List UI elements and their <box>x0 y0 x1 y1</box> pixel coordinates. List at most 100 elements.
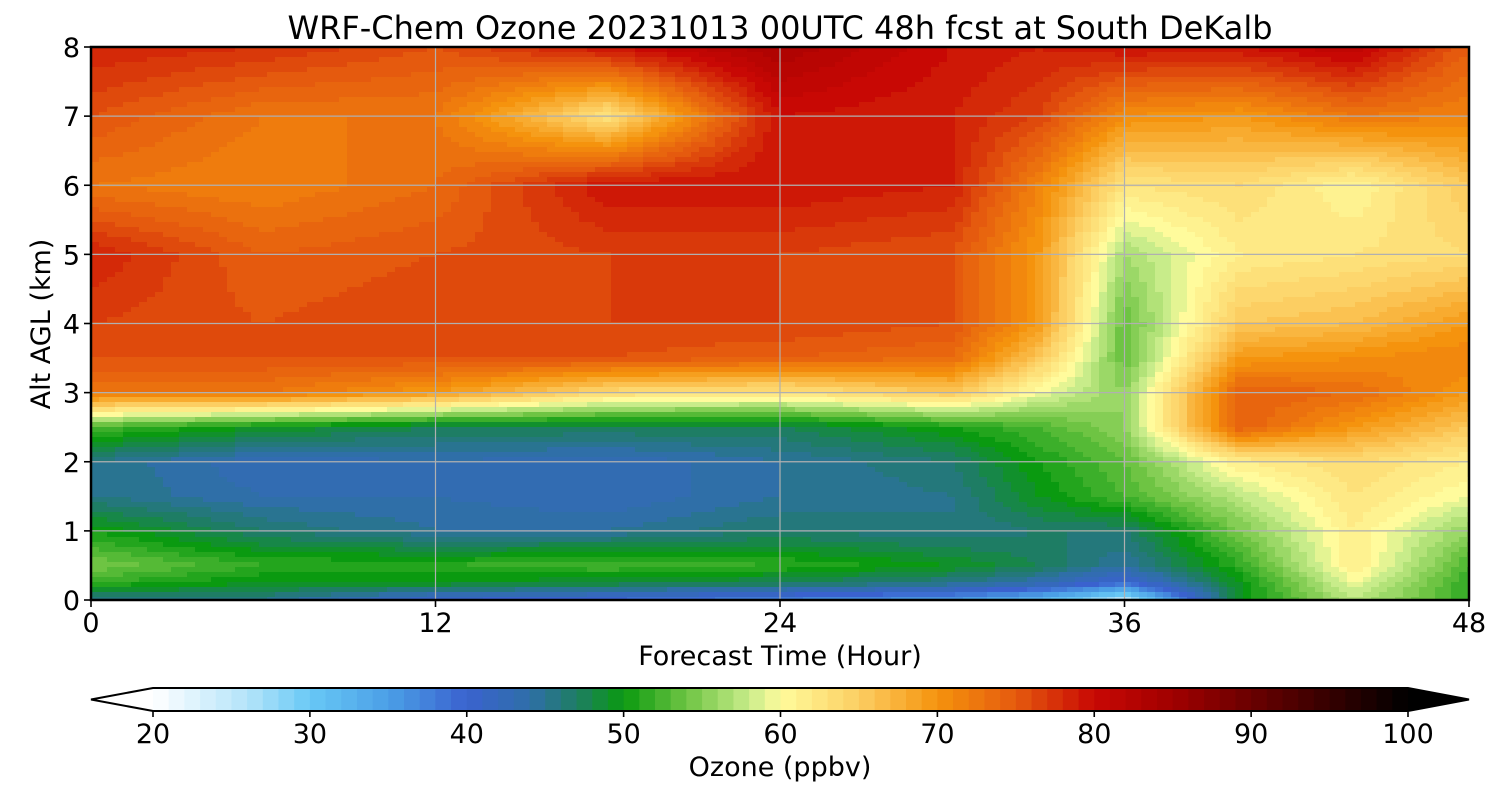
heatmap-cell <box>659 127 668 133</box>
heatmap-cell <box>851 117 860 123</box>
heatmap-cell <box>1059 57 1068 63</box>
heatmap-cell <box>99 107 108 113</box>
heatmap-cell <box>1131 117 1140 123</box>
heatmap-cell <box>235 127 244 133</box>
heatmap-cell <box>1035 77 1044 83</box>
heatmap-cell <box>659 77 668 83</box>
heatmap-cell <box>931 87 940 93</box>
heatmap-cell <box>867 87 876 93</box>
heatmap-cell <box>195 162 204 168</box>
heatmap-cell <box>1291 162 1300 168</box>
heatmap-cell <box>971 77 980 83</box>
heatmap-cell <box>1179 52 1188 58</box>
heatmap-cell <box>1219 67 1228 73</box>
heatmap-cell <box>131 167 140 173</box>
heatmap-cell <box>1235 107 1244 113</box>
heatmap-cell <box>579 177 588 183</box>
heatmap-cell <box>1107 122 1116 128</box>
heatmap-cell <box>675 82 684 88</box>
heatmap-cell <box>747 77 756 83</box>
heatmap-cell <box>1027 132 1036 138</box>
heatmap-cell <box>331 87 340 93</box>
heatmap-cell <box>795 172 804 178</box>
heatmap-cell <box>371 87 380 93</box>
heatmap-cell <box>1155 72 1164 78</box>
heatmap-cell <box>243 127 252 133</box>
heatmap-cell <box>1011 92 1020 98</box>
heatmap-cell <box>595 117 604 123</box>
heatmap-cell <box>115 62 124 68</box>
heatmap-cell <box>451 87 460 93</box>
heatmap-cell <box>403 62 412 68</box>
heatmap-cell <box>571 162 580 168</box>
heatmap-cell <box>1211 122 1220 128</box>
heatmap-cell <box>755 72 764 78</box>
heatmap-cell <box>1443 62 1452 68</box>
heatmap-cell <box>1003 57 1012 63</box>
heatmap-cell <box>971 137 980 143</box>
heatmap-cell <box>315 92 324 98</box>
heatmap-cell <box>499 172 508 178</box>
heatmap-cell <box>1211 187 1220 193</box>
heatmap-cell <box>171 142 180 148</box>
heatmap-cell <box>163 142 172 148</box>
heatmap-cell <box>315 172 324 178</box>
heatmap-cell <box>523 157 532 163</box>
heatmap-cell <box>187 102 196 108</box>
heatmap-cell <box>91 117 100 123</box>
heatmap-cell <box>251 92 260 98</box>
heatmap-cell <box>195 82 204 88</box>
heatmap-cell <box>891 82 900 88</box>
heatmap-cell <box>987 172 996 178</box>
heatmap-cell <box>611 67 620 73</box>
heatmap-cell <box>1435 172 1444 178</box>
heatmap-cell <box>1003 167 1012 173</box>
heatmap-cell <box>915 167 924 173</box>
heatmap-cell <box>915 137 924 143</box>
heatmap-cell <box>371 102 380 108</box>
heatmap-cell <box>1051 142 1060 148</box>
heatmap-cell <box>859 172 868 178</box>
heatmap-cell <box>195 122 204 128</box>
heatmap-cell <box>811 147 820 153</box>
heatmap-cell <box>491 162 500 168</box>
heatmap-cell <box>643 92 652 98</box>
heatmap-cell <box>395 187 404 193</box>
heatmap-cell <box>1315 152 1324 158</box>
heatmap-cell <box>443 167 452 173</box>
heatmap-cell <box>1147 117 1156 123</box>
heatmap-cell <box>1171 137 1180 143</box>
heatmap-cell <box>571 157 580 163</box>
heatmap-cell <box>1155 152 1164 158</box>
heatmap-cell <box>1235 172 1244 178</box>
heatmap-cell <box>531 172 540 178</box>
heatmap-cell <box>979 107 988 113</box>
heatmap-cell <box>1371 57 1380 63</box>
heatmap-cell <box>1275 112 1284 118</box>
heatmap-cell <box>155 72 164 78</box>
heatmap-cell <box>403 152 412 158</box>
heatmap-cell <box>1427 112 1436 118</box>
heatmap-cell <box>1299 127 1308 133</box>
heatmap-cell <box>587 187 596 193</box>
heatmap-cell <box>139 187 148 193</box>
heatmap-cell <box>683 162 692 168</box>
heatmap-cell <box>1027 62 1036 68</box>
heatmap-cell <box>915 162 924 168</box>
heatmap-cell <box>691 132 700 138</box>
heatmap-cell <box>491 157 500 163</box>
heatmap-cell <box>571 167 580 173</box>
heatmap-cell <box>1387 62 1396 68</box>
heatmap-cell <box>947 102 956 108</box>
heatmap-cell <box>1459 142 1468 148</box>
heatmap-cell <box>883 107 892 113</box>
heatmap-cell <box>1299 107 1308 113</box>
heatmap-cell <box>787 82 796 88</box>
heatmap-cell <box>1283 57 1292 63</box>
heatmap-cell <box>1211 62 1220 68</box>
heatmap-cell <box>179 122 188 128</box>
heatmap-cell <box>811 112 820 118</box>
heatmap-cell <box>619 112 628 118</box>
heatmap-cell <box>235 112 244 118</box>
heatmap-cell <box>963 92 972 98</box>
